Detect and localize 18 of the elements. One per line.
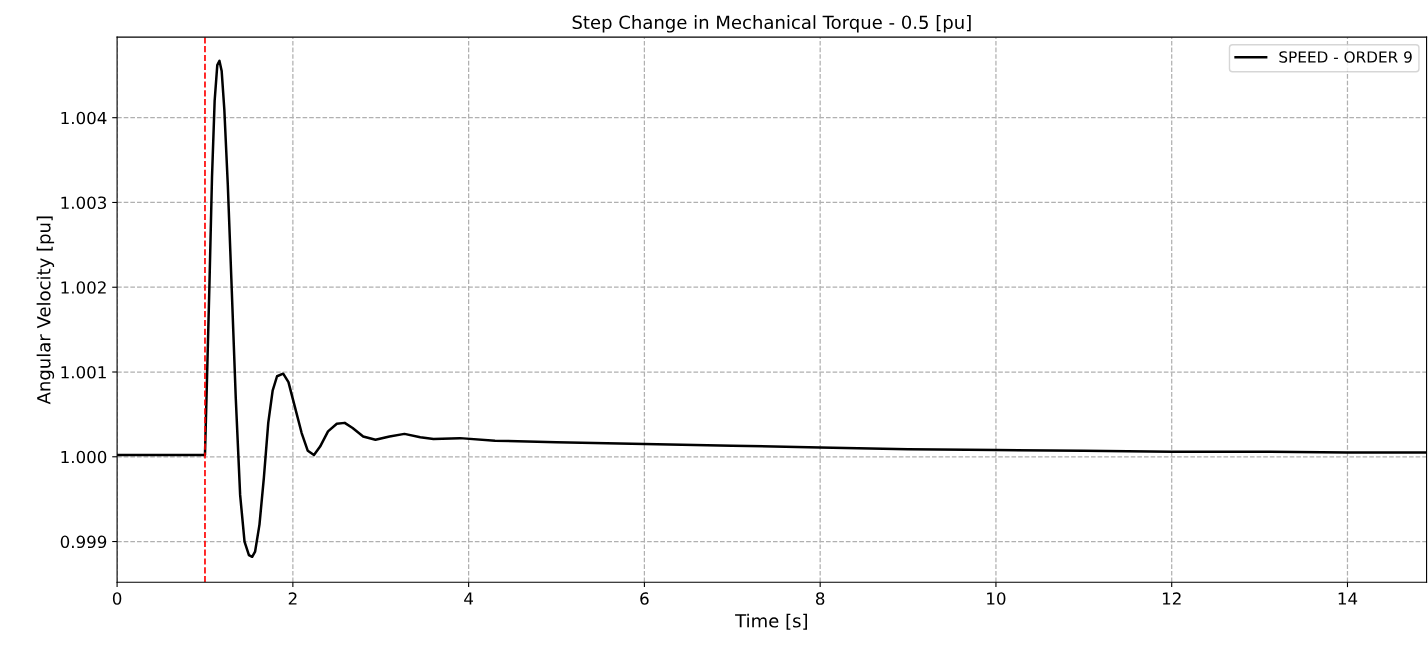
x-tick-label: 14 — [1338, 592, 1358, 605]
x-axis-title: Time [s] — [735, 613, 807, 630]
x-tick-label: 6 — [640, 592, 649, 605]
x-tick-label: 8 — [816, 592, 825, 605]
y-tick-label: 0.999 — [60, 535, 107, 549]
y-tick-label: 1.000 — [61, 450, 107, 464]
y-tick-label: 1.004 — [61, 111, 107, 125]
x-tick-label: 2 — [288, 592, 297, 605]
x-tick-label: 0 — [112, 592, 122, 605]
chart-title: Step Change in Mechanical Torque - 0.5 [pu] — [572, 15, 971, 33]
x-tick-label: 12 — [1162, 592, 1181, 605]
y-axis-title: Angular Velocity [pu] — [36, 216, 55, 405]
legend-label: SPEED - ORDER 9 — [1279, 51, 1412, 63]
y-tick-label: 1.001 — [61, 365, 106, 379]
y-tick-label: 1.002 — [61, 281, 106, 294]
y-tick-label: 1.003 — [61, 196, 107, 210]
x-tick-label: 4 — [464, 592, 473, 605]
x-tick-label: 10 — [987, 592, 1006, 605]
